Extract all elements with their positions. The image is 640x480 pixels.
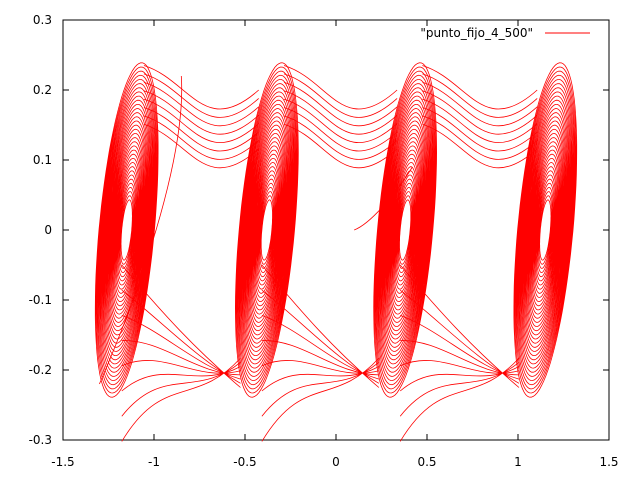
x-tick-label: 0 [332, 455, 340, 469]
y-axis-ticks: -0.3 -0.2 -0.1 0 0.1 0.2 0.3 [29, 13, 609, 447]
transition-upper-1 [143, 65, 259, 169]
attractor-loop-4 [513, 62, 578, 398]
x-axis-ticks: -1.5 -1 -0.5 0 0.5 1 1.5 [51, 20, 619, 469]
trajectory-start-segment [354, 166, 413, 231]
y-tick-label: 0.2 [33, 83, 52, 97]
y-tick-label: 0.3 [33, 13, 52, 27]
transition-lower-2 [261, 264, 380, 442]
transition-upper-2 [283, 65, 398, 169]
transition-lower-1 [121, 264, 241, 442]
y-tick-label: 0 [44, 223, 52, 237]
x-tick-label: 0.5 [417, 455, 436, 469]
x-tick-label: -0.5 [233, 455, 256, 469]
legend: "punto_fijo_4_500" [420, 26, 590, 40]
x-tick-label: -1 [148, 455, 160, 469]
legend-label: "punto_fijo_4_500" [420, 26, 533, 40]
y-tick-label: -0.3 [29, 433, 52, 447]
x-tick-label: -1.5 [51, 455, 74, 469]
attractor-loop-3 [373, 62, 438, 398]
y-tick-label: -0.2 [29, 363, 52, 377]
attractor-loop-2 [234, 62, 299, 398]
attractor-loop-1 [94, 62, 159, 398]
trajectory-left-sweep [99, 75, 183, 385]
y-tick-label: 0.1 [33, 153, 52, 167]
y-tick-label: -0.1 [29, 293, 52, 307]
x-tick-label: 1.5 [599, 455, 618, 469]
transition-upper-3 [422, 65, 538, 169]
transition-lower-3 [399, 264, 520, 442]
series-layer [94, 62, 578, 442]
x-tick-label: 1 [514, 455, 522, 469]
